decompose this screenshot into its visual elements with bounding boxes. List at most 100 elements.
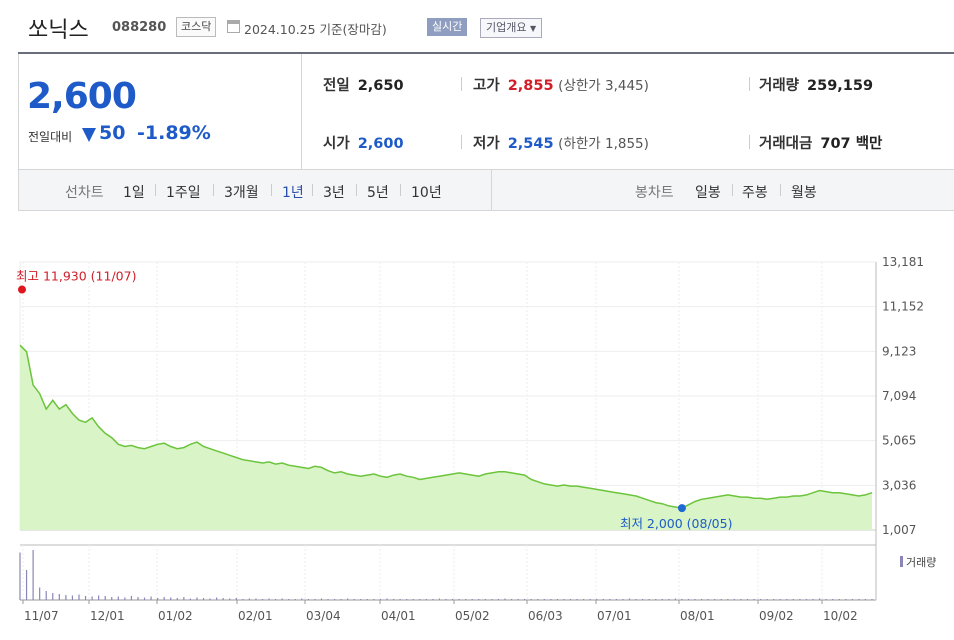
volume-bar bbox=[537, 599, 539, 600]
volume-bar bbox=[235, 598, 237, 600]
volume-bar bbox=[163, 597, 165, 600]
volume-bar bbox=[45, 591, 47, 600]
volume-bar bbox=[425, 599, 427, 600]
separator bbox=[732, 184, 733, 196]
high-low-marks: 최고 11,930 (11/07) 최저 2,000 (08/05) bbox=[16, 269, 732, 532]
tab-3m[interactable]: 3개월 bbox=[224, 185, 259, 201]
volume-bar bbox=[268, 598, 270, 600]
tab-daily[interactable]: 일봉 bbox=[695, 185, 721, 201]
volume-bar bbox=[563, 599, 565, 600]
candle-chart-label: 봉차트 bbox=[635, 185, 674, 201]
x-tick-label: 12/01 bbox=[90, 609, 125, 623]
volume-bar bbox=[379, 599, 382, 600]
down-triangle-icon bbox=[82, 128, 96, 142]
lower-limit: (하한가 1,855) bbox=[558, 136, 649, 152]
volume-bar bbox=[687, 599, 690, 600]
volume-bar bbox=[360, 599, 362, 600]
high-label: 최고 11,930 (11/07) bbox=[16, 269, 136, 284]
x-tick-label: 08/01 bbox=[680, 609, 715, 623]
tabs-divider bbox=[491, 170, 492, 210]
y-tick-label: 13,181 bbox=[882, 255, 924, 269]
prev-value: 2,650 bbox=[357, 78, 404, 94]
volume-bar bbox=[373, 599, 375, 600]
x-tick-label: 11/07 bbox=[24, 609, 59, 623]
realtime-button[interactable]: 실시간 bbox=[427, 18, 468, 36]
tab-monthly[interactable]: 월봉 bbox=[791, 185, 817, 201]
volume-bar bbox=[504, 598, 506, 600]
volume-bar bbox=[275, 599, 277, 600]
volume-bar bbox=[642, 599, 644, 600]
stock-code: 088280 bbox=[112, 20, 167, 35]
volume-bar bbox=[117, 596, 119, 600]
volume-bar bbox=[189, 598, 191, 600]
low-label: 최저 2,000 (08/05) bbox=[620, 516, 733, 531]
volume-bar bbox=[556, 599, 559, 600]
volume-bar bbox=[78, 594, 80, 600]
volume-bar bbox=[576, 599, 578, 600]
volume-bar bbox=[524, 599, 526, 600]
volume-bar bbox=[602, 599, 604, 600]
x-tick-label: 05/02 bbox=[455, 609, 490, 623]
tab-1d[interactable]: 1일 bbox=[123, 185, 145, 201]
volume-bar bbox=[71, 595, 74, 600]
volume-bar bbox=[720, 599, 722, 600]
tab-10y[interactable]: 10년 bbox=[411, 185, 442, 201]
volume-bar bbox=[196, 597, 198, 600]
volume-bar bbox=[497, 599, 500, 600]
volume-bar bbox=[845, 599, 847, 600]
volume-bar bbox=[583, 599, 585, 600]
company-overview-button[interactable]: 기업개요 ▼ bbox=[480, 18, 543, 38]
x-tick-label: 09/02 bbox=[759, 609, 794, 623]
tab-3y[interactable]: 3년 bbox=[323, 185, 345, 201]
period-tabs: 선차트 1일 1주일 3개월 1년 3년 5년 10년 봉차트 일봉 주봉 월봉 bbox=[18, 170, 954, 211]
volume-bar bbox=[714, 599, 716, 600]
y-tick-label: 9,123 bbox=[882, 344, 916, 358]
volume-bar bbox=[52, 593, 54, 600]
separator bbox=[213, 184, 214, 196]
volume-bar bbox=[294, 599, 296, 600]
volume-bar bbox=[412, 599, 414, 600]
volume-bar bbox=[648, 599, 650, 600]
prev-label: 전일 bbox=[323, 78, 350, 94]
volume-bar bbox=[838, 599, 840, 600]
amount-label: 거래대금 bbox=[759, 136, 813, 152]
volume-bar bbox=[530, 599, 532, 600]
stock-name: 쏘닉스 bbox=[28, 18, 89, 43]
volume-bar bbox=[366, 599, 368, 600]
volume-bar bbox=[746, 599, 749, 600]
trade-amount: 거래대금 707 백만 bbox=[759, 132, 882, 153]
low-price: 저가 2,545 (하한가 1,855) bbox=[473, 132, 649, 153]
volume-bar bbox=[661, 599, 663, 600]
calendar-icon bbox=[227, 20, 240, 33]
volume-bar bbox=[628, 598, 631, 600]
volume-bar bbox=[674, 598, 676, 600]
y-axis-ticks: 13,181 11,152 9,123 7,094 5,065 3,036 1,007 bbox=[882, 255, 924, 537]
volume-bar bbox=[386, 598, 388, 600]
volume-bar bbox=[543, 599, 545, 600]
volume-bar bbox=[98, 595, 100, 600]
volume-bar bbox=[740, 599, 742, 600]
volume-bar bbox=[242, 599, 244, 600]
low-label: 저가 bbox=[473, 136, 500, 152]
tab-weekly[interactable]: 주봉 bbox=[742, 185, 768, 201]
volume-bar bbox=[124, 597, 126, 600]
tab-1w[interactable]: 1주일 bbox=[166, 185, 201, 201]
volume-bar bbox=[25, 570, 28, 600]
volume-bar bbox=[668, 599, 670, 600]
prev-close: 전일 2,650 bbox=[323, 74, 404, 95]
separator bbox=[271, 184, 272, 196]
volume-bar bbox=[458, 599, 460, 600]
volume-bar bbox=[39, 587, 41, 600]
tab-5y[interactable]: 5년 bbox=[367, 185, 389, 201]
volume-bar bbox=[596, 599, 598, 600]
volume-bar bbox=[301, 598, 303, 600]
volume-bar bbox=[406, 599, 408, 600]
volume-bar bbox=[622, 599, 624, 600]
low-marker bbox=[677, 504, 686, 513]
tab-1y[interactable]: 1년 bbox=[282, 185, 304, 201]
volume-bar bbox=[825, 599, 827, 600]
price-area-fill bbox=[20, 345, 872, 530]
volume-bar bbox=[65, 595, 67, 600]
high-value: 2,855 bbox=[507, 78, 554, 94]
